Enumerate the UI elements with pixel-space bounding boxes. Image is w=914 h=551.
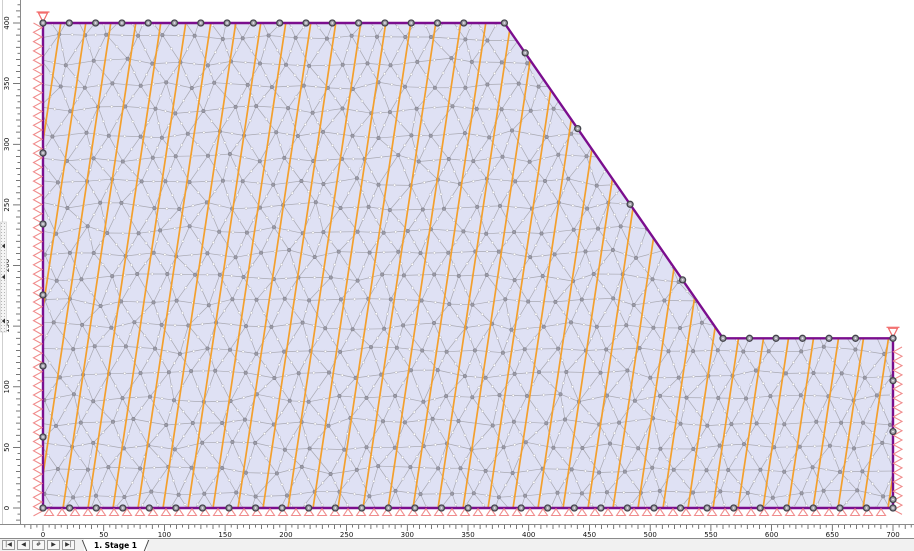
corner-restraint-markers [36,11,900,339]
svg-text:250: 250 [3,198,11,211]
panel-splitter-handle[interactable] [0,221,7,333]
svg-text:700: 700 [886,531,899,539]
last-stage-button[interactable]: ▶| [62,540,75,550]
svg-text:350: 350 [461,531,474,539]
svg-text:200: 200 [279,531,292,539]
svg-text:200: 200 [3,259,11,272]
svg-text:350: 350 [3,77,11,90]
svg-text:0: 0 [41,531,45,539]
stage-nav-buttons: |◀ ◀ # ▶ ▶| [2,540,75,550]
svg-text:0: 0 [3,506,11,510]
stage-tab-label: 1. Stage 1 [94,540,138,550]
first-stage-button[interactable]: |◀ [2,540,15,550]
boundary-nodes-layer [39,19,897,512]
svg-text:400: 400 [522,531,535,539]
svg-text:100: 100 [158,531,171,539]
stage-list-button[interactable]: # [32,540,45,550]
svg-text:50: 50 [3,443,11,452]
svg-text:100: 100 [3,380,11,393]
svg-text:600: 600 [765,531,778,539]
stage-tab-bar: |◀ ◀ # ▶ ▶| 1. Stage 1 [0,539,914,551]
svg-text:300: 300 [3,138,11,151]
splitter-arrow-icon [1,243,5,249]
svg-text:400: 400 [3,16,11,29]
svg-text:150: 150 [218,531,231,539]
splitter-arrow-icon [1,318,5,324]
svg-text:300: 300 [401,531,414,539]
splitter-arrow-icon [1,274,5,280]
svg-text:450: 450 [583,531,596,539]
svg-text:550: 550 [704,531,717,539]
svg-text:500: 500 [644,531,657,539]
svg-text:150: 150 [3,319,11,332]
prev-stage-button[interactable]: ◀ [17,540,30,550]
svg-text:650: 650 [826,531,839,539]
stage-tab[interactable]: 1. Stage 1 [81,539,150,551]
restraint-hatching [32,22,904,517]
model-canvas[interactable]: 0 50 100 150 200 250 300 350 400 0 50 100 150 200 250 3… [0,0,914,539]
svg-text:250: 250 [340,531,353,539]
horizontal-ruler: 0 50 100 150 200 250 300 350 400 450 500 550 600 650 7… [0,524,914,539]
svg-text:50: 50 [99,531,108,539]
next-stage-button[interactable]: ▶ [47,540,60,550]
